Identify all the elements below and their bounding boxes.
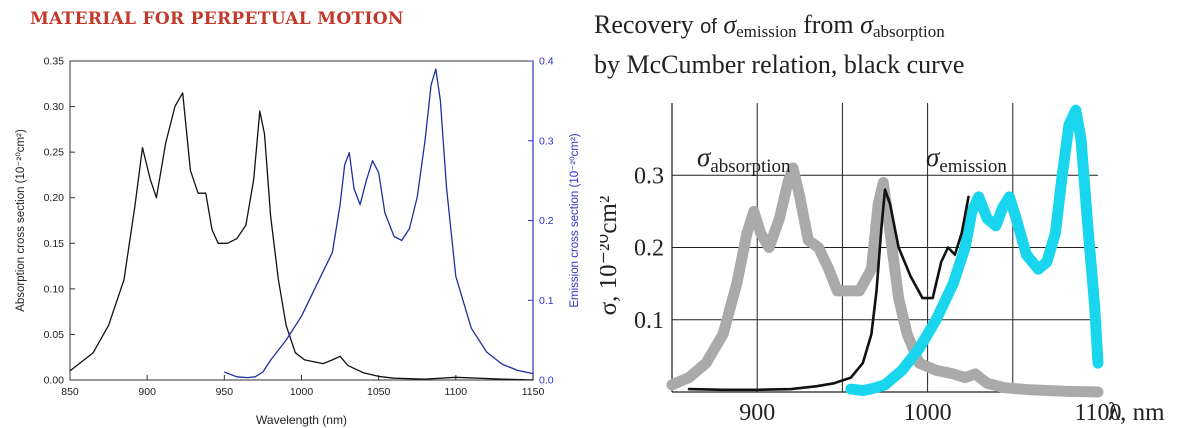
left-y-tick-label: 0.25 xyxy=(44,147,65,159)
left-plot-frame xyxy=(69,60,534,381)
left-x-tick-label: 950 xyxy=(216,386,234,398)
left-y2-tick-label: 0.0 xyxy=(539,375,554,387)
left-x-tick-label: 1150 xyxy=(522,386,545,398)
title-sigma-emission: σ xyxy=(723,10,737,39)
left-absorption-series xyxy=(69,92,534,381)
left-y-tick-label: 0.30 xyxy=(44,101,65,113)
left-x-tick-label: 1000 xyxy=(290,386,314,398)
right-emission-series xyxy=(845,104,1104,397)
right-y-tick-label: 0.1 xyxy=(634,308,664,334)
right-title-line1: Recovery of σemission from σabsorption xyxy=(594,6,964,46)
left-emission-series xyxy=(224,68,534,379)
title-sigma-absorption: σ xyxy=(860,10,873,39)
left-y2-tick-label: 0.1 xyxy=(539,295,554,307)
left-y-tick-label: 0.20 xyxy=(44,192,65,204)
left-heading: MATERIAL FOR PERPETUAL MOTION xyxy=(30,9,404,29)
right-y-axis-label: σ, 10⁻²⁰cm² xyxy=(600,196,622,316)
left-y-tick-label: 0.15 xyxy=(44,238,65,250)
left-x-tick-label: 1050 xyxy=(367,386,391,398)
left-y-tick-label: 0.05 xyxy=(44,329,65,341)
left-y2-axis-label: Emission cross section (10⁻²⁰cm²) xyxy=(569,133,581,307)
title-word-of: of xyxy=(700,16,717,38)
right-label-absorption: σabsorption xyxy=(697,142,791,177)
right-x-tick-label: 900 xyxy=(739,400,775,426)
left-y-tick-label: 0.10 xyxy=(44,283,65,295)
right-x-axis-label: λ, nm xyxy=(1108,399,1165,426)
right-chart: 900 1000 1100 0.1 0.2 0.3 λ, nm σ, 10⁻²⁰cm² σabs… xyxy=(600,103,1165,426)
title-word-recovery: Recovery xyxy=(594,10,694,39)
left-y-axis-label: Absorption cross section (10⁻²⁰cm²) xyxy=(15,129,27,312)
left-y2-tick-label: 0.2 xyxy=(539,215,554,227)
title-sub-absorption: absorption xyxy=(872,22,945,41)
right-title-line2: by McCumber relation, black curve xyxy=(594,50,965,79)
left-y2-tick-label: 0.3 xyxy=(539,135,554,147)
right-absorption-series xyxy=(666,162,1104,398)
left-x-tick-label: 900 xyxy=(138,386,156,398)
right-y-tick-label: 0.3 xyxy=(634,163,664,189)
right-mccumber-series xyxy=(687,188,970,392)
left-y2-tick-label: 0.4 xyxy=(539,56,554,68)
title-sub-emission: emission xyxy=(736,22,797,41)
left-x-tick-label: 850 xyxy=(61,386,79,398)
right-x-tick-label: 1100 xyxy=(1074,400,1121,426)
title-word-from: from xyxy=(803,10,854,39)
left-chart: 850 900 950 1000 1050 1100 1150 0.00 0.05 0.10 0.1… xyxy=(15,56,581,428)
left-y-tick-label: 0.35 xyxy=(44,56,65,68)
right-title: Recovery of σemission from σabsorption b… xyxy=(594,6,964,83)
right-label-emission: σemission xyxy=(926,142,1007,177)
left-x-axis-label: Wavelength (nm) xyxy=(256,413,347,427)
right-y-tick-label: 0.2 xyxy=(634,236,664,262)
left-x-tick-label: 1100 xyxy=(445,386,468,398)
left-y-tick-label: 0.00 xyxy=(44,375,65,387)
right-x-tick-label: 1000 xyxy=(904,400,952,426)
